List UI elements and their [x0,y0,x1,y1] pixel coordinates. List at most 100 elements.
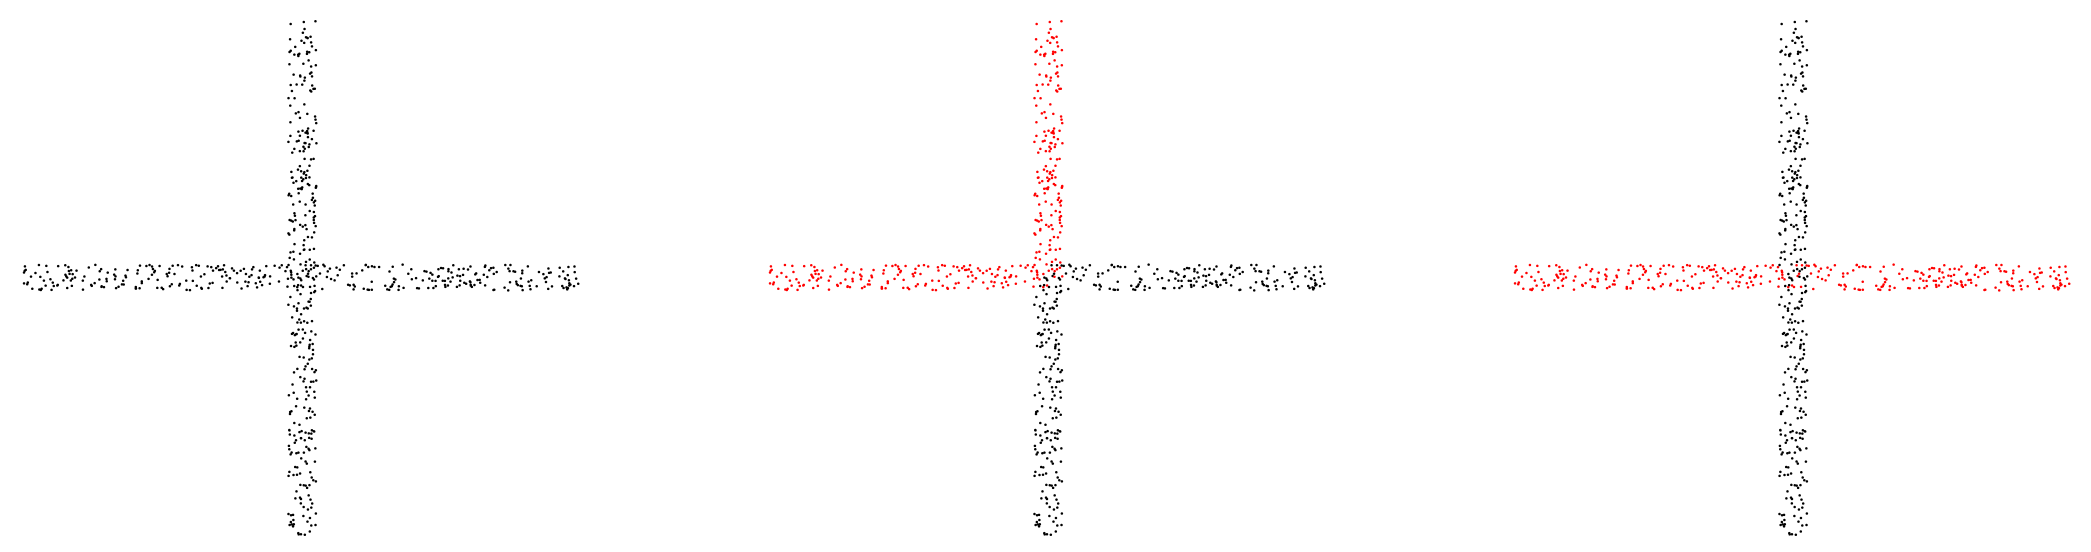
scatter-point [1794,170,1797,174]
scatter-point [1782,203,1786,206]
scatter-point [1522,287,1525,291]
scatter-point [1543,284,1546,288]
scatter-point [298,223,302,227]
scatter-point [1167,279,1170,282]
scatter-point [299,169,303,173]
scatter-point [1252,267,1256,270]
scatter-point [153,269,157,273]
scatter-point [970,274,974,277]
scatter-point [1730,269,1733,273]
scatter-point [1041,285,1044,289]
scatter-point [289,83,292,87]
scatter-point [1826,266,1829,269]
scatter-point [1792,225,1796,228]
scatter-point [1049,365,1053,368]
scatter-point [1615,274,1618,277]
scatter-point [301,31,305,35]
scatter-point [1803,129,1806,133]
scatter-point [292,250,295,253]
scatter-point [309,267,313,271]
scatter-point [291,331,295,335]
scatter-point [1061,264,1065,268]
scatter-point [1800,498,1803,501]
scatter-point [2064,270,2067,274]
scatter-point [311,342,314,346]
scatter-point [293,147,296,151]
scatter-point [1031,265,1034,269]
scatter-point [295,451,298,455]
scatter-point [307,436,311,440]
scatter-point [308,483,311,487]
scatter-point [309,471,312,474]
scatter-point [312,129,315,133]
scatter-point [1049,214,1053,217]
scatter-point [308,164,311,167]
scatter-point [1802,196,1806,200]
scatter-point [298,430,301,434]
scatter-point [313,87,317,91]
scatter-point [1795,397,1799,401]
scatter-point [968,263,971,267]
scatter-point [1841,272,1845,275]
scatter-point [1801,198,1805,202]
scatter-point [1805,185,1809,189]
scatter-point [1043,430,1047,434]
scatter-point [1578,266,1582,269]
scatter-point [177,284,181,287]
scatter-point [1233,269,1237,272]
scatter-point [1036,383,1040,386]
scatter-point [306,36,309,40]
scatter-point [1846,272,1849,275]
scatter-point [851,271,855,274]
scatter-point [509,263,512,267]
scatter-point [220,275,224,278]
scatter-point [813,272,817,276]
scatter-point [1138,280,1141,284]
scatter-point [302,505,305,509]
scatter-point [315,275,318,278]
scatter-point [930,288,934,292]
scatter-point [44,284,47,287]
scatter-point [1800,304,1804,307]
scatter-point [302,41,306,45]
scatter-point [897,267,900,271]
scatter-point [298,149,302,153]
scatter-point [940,263,943,267]
scatter-point [1787,466,1790,469]
scatter-point [850,280,854,283]
scatter-point [1038,242,1042,246]
scatter-point [1514,265,1518,268]
scatter-point [1547,264,1551,268]
scatter-point [287,444,291,448]
scatter-point [292,278,295,281]
scatter-point [1796,445,1799,449]
scatter-point [297,110,300,114]
scatter-point [302,243,305,247]
scatter-point [370,288,374,291]
scatter-point [1314,283,1318,286]
scatter-point [1045,457,1048,460]
scatter-point [1787,288,1790,292]
scatter-point [1060,275,1063,278]
scatter-point [1219,273,1223,276]
scatter-point [1290,275,1294,279]
scatter-point [1204,274,1207,278]
scatter-point [1249,263,1253,267]
scatter-point [308,448,311,452]
scatter-point [1530,275,1533,279]
scatter-point [892,277,896,281]
scatter-point [482,273,486,277]
scatter-point [310,367,314,371]
scatter-point [1783,258,1787,261]
scatter-point [1802,342,1805,346]
scatter-point [1056,342,1060,346]
scatter-point [1943,263,1946,267]
scatter-point [1052,59,1056,62]
scatter-point [1034,412,1037,416]
scatter-point [1803,210,1807,214]
scatter-point [300,429,303,433]
scatter-point [1803,218,1807,222]
scatter-point [310,137,314,141]
scatter-point [1044,292,1048,296]
scatter-point [1801,319,1805,323]
